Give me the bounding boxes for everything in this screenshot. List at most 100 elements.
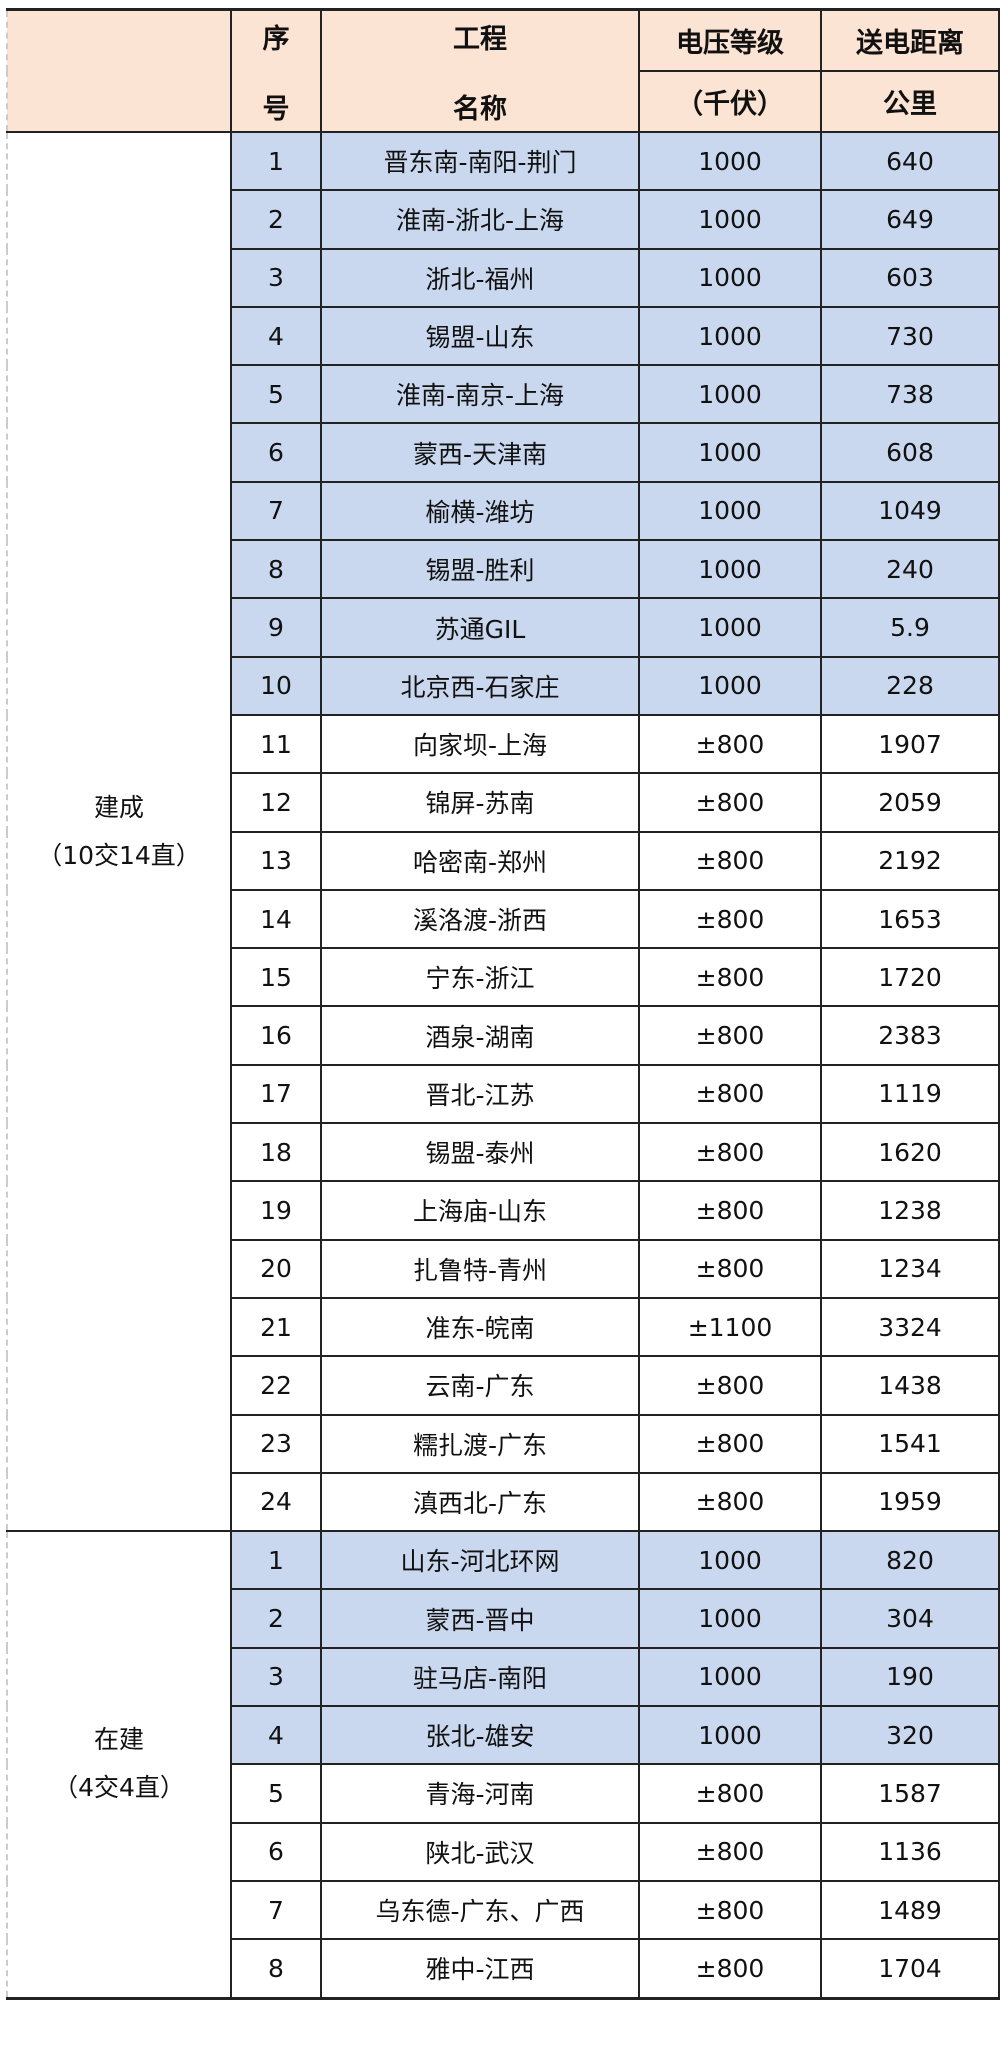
cell-voltage: ±800 [638,888,822,950]
cell-distance: 730 [820,305,1000,367]
cell-distance: 640 [820,130,1000,192]
table-row: 10 北京西-石家庄 1000 228 [7,655,1000,716]
header-distance: 送电距离 [820,8,1000,72]
table-row: 13 哈密南-郑州 ±800 2192 [7,830,1000,891]
cell-voltage: ±800 [638,713,822,775]
cell-voltage: ±800 [638,1063,822,1125]
cell-no: 20 [230,1238,322,1299]
cell-distance: 190 [820,1646,1000,1708]
cell-no: 13 [230,830,322,891]
table-row: 11 向家坝-上海 ±800 1907 [7,713,1000,775]
cell-no: 8 [230,1938,322,1999]
cell-distance: 1907 [820,713,1000,775]
cell-distance: 649 [820,189,1000,250]
table-row: 12 锦屏-苏南 ±800 2059 [7,772,1000,833]
table-row: 22 云南-广东 ±800 1438 [7,1355,1000,1416]
cell-voltage: ±800 [638,830,822,891]
cell-voltage: ±800 [638,1413,822,1474]
cell-voltage: ±800 [638,1355,822,1416]
cell-voltage: 1000 [638,539,822,600]
table-row: 3 浙北-福州 1000 603 [7,247,1000,308]
cell-name: 酒泉-湖南 [320,1005,640,1066]
cell-distance: 1438 [820,1355,1000,1416]
cell-no: 4 [230,305,322,367]
cell-name: 准东-皖南 [320,1296,640,1358]
cell-distance: 228 [820,655,1000,716]
table-row: 8 锡盟-胜利 1000 240 [7,539,1000,600]
cell-no: 19 [230,1180,322,1241]
table-row: 3 驻马店-南阳 1000 190 [7,1646,1000,1708]
cell-name: 张北-雄安 [320,1705,640,1766]
cell-voltage: ±800 [638,1180,822,1241]
table-row: 23 糯扎渡-广东 ±800 1541 [7,1413,1000,1474]
cell-name: 扎鲁特-青州 [320,1238,640,1299]
cell-no: 17 [230,1063,322,1125]
cell-no: 6 [230,1821,322,1882]
cell-name: 蒙西-晋中 [320,1588,640,1649]
cell-voltage: 1000 [638,305,822,367]
cell-no: 21 [230,1296,322,1358]
header-name: 工程 名称 [320,8,640,133]
cell-name: 青海-河南 [320,1763,640,1824]
cell-no: 8 [230,539,322,600]
cell-distance: 603 [820,247,1000,308]
cell-no: 2 [230,1588,322,1649]
cell-name: 蒙西-天津南 [320,422,640,483]
cell-distance: 1136 [820,1821,1000,1882]
header-voltage-unit: （千伏） [638,70,822,133]
header-distance-unit: 公里 [820,70,1000,133]
cell-voltage: 1000 [638,364,822,425]
cell-no: 12 [230,772,322,833]
cell-no: 24 [230,1471,322,1533]
cell-no: 16 [230,1005,322,1066]
cell-distance: 820 [820,1530,1000,1591]
cell-name: 向家坝-上海 [320,713,640,775]
table-row: 24 滇西北-广东 ±800 1959 [7,1471,1000,1533]
cell-name: 山东-河北环网 [320,1530,640,1591]
cell-name: 滇西北-广东 [320,1471,640,1533]
cell-name: 锡盟-泰州 [320,1122,640,1183]
cell-distance: 1720 [820,947,1000,1008]
cell-voltage: 1000 [638,1530,822,1591]
cell-distance: 1620 [820,1122,1000,1183]
group-label: 建成 [93,792,144,822]
cell-voltage: ±800 [638,1122,822,1183]
table-row: 2 蒙西-晋中 1000 304 [7,1588,1000,1649]
cell-distance: 1049 [820,480,1000,542]
cell-distance: 738 [820,364,1000,425]
cell-voltage: ±800 [638,1238,822,1299]
cell-name: 晋北-江苏 [320,1063,640,1125]
table-row: 7 乌东德-广东、广西 ±800 1489 [7,1879,1000,1941]
table-row: 2 淮南-浙北-上海 1000 649 [7,189,1000,250]
cell-name: 驻马店-南阳 [320,1646,640,1708]
cell-voltage: 1000 [638,422,822,483]
cell-voltage: ±800 [638,1938,822,1999]
cell-no: 4 [230,1705,322,1766]
cell-no: 7 [230,480,322,542]
cell-distance: 2192 [820,830,1000,891]
cell-distance: 3324 [820,1296,1000,1358]
table-row: 19 上海庙-山东 ±800 1238 [7,1180,1000,1241]
cell-name: 宁东-浙江 [320,947,640,1008]
cell-name: 淮南-浙北-上海 [320,189,640,250]
table-row: 9 苏通GIL 1000 5.9 [7,597,1000,658]
cell-voltage: 1000 [638,480,822,542]
header-corner [6,8,232,133]
table-row: 15 宁东-浙江 ±800 1720 [7,947,1000,1008]
cell-distance: 1489 [820,1879,1000,1941]
table-row: 8 雅中-江西 ±800 1704 [7,1938,1000,1999]
cell-no: 1 [230,130,322,192]
table-row: 在建 （4交4直） 1 山东-河北环网 1000 820 [6,1530,1000,1999]
cell-no: 7 [230,1879,322,1941]
cell-distance: 1119 [820,1063,1000,1125]
cell-no: 1 [230,1530,322,1591]
cell-voltage: 1000 [638,189,822,250]
table-row: 17 晋北-江苏 ±800 1119 [7,1063,1000,1125]
cell-voltage: ±1100 [638,1296,822,1358]
cell-no: 10 [230,655,322,716]
cell-distance: 5.9 [820,597,1000,658]
uhv-projects-table: 序号 工程 名称 电压等级 送电距离 （千伏） 公里 建成 （10交14直） 1 晋东南… [6,8,1000,2000]
cell-no: 22 [230,1355,322,1416]
cell-distance: 1234 [820,1238,1000,1299]
cell-voltage: ±800 [638,1821,822,1882]
